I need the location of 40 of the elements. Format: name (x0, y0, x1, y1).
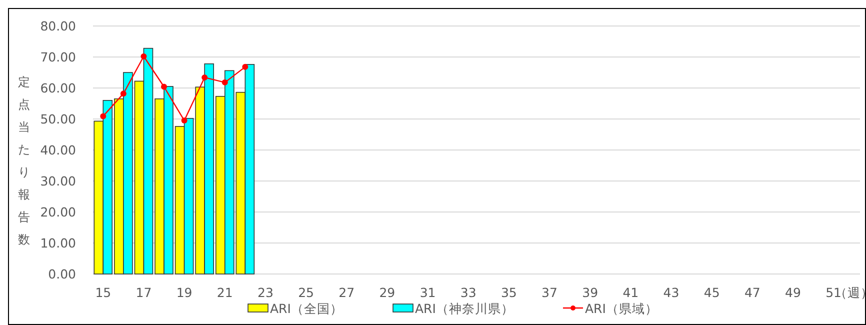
x-tick-label: 19 (176, 285, 192, 300)
x-tick-label: 25 (298, 285, 314, 300)
legend-label: ARI（神奈川県） (415, 301, 514, 316)
x-tick-label: 51 (826, 285, 842, 300)
x-tick-label: 39 (582, 285, 598, 300)
x-tick-label: 31 (420, 285, 436, 300)
x-tick-label: 27 (338, 285, 355, 300)
x-tick-label: 47 (744, 285, 760, 300)
x-tick-label: 15 (95, 285, 112, 300)
point (100, 113, 106, 120)
x-tick-label: 49 (785, 285, 801, 300)
point (120, 90, 126, 97)
x-tick-label: 29 (379, 285, 396, 300)
x-tick-label: 21 (216, 285, 233, 300)
y-tick-label: 0.00 (48, 266, 76, 282)
point (161, 84, 168, 90)
x-tick-label: 23 (258, 285, 274, 300)
legend-label: ARI（全国） (270, 301, 343, 316)
y-tick-label: 40.00 (40, 142, 76, 158)
point (202, 74, 208, 80)
y-tick-label: 50.00 (40, 111, 76, 126)
y-tick-label: 10.00 (40, 235, 76, 250)
x-tick-label: 35 (500, 285, 517, 300)
point (222, 79, 228, 86)
x-tick-label: 45 (704, 285, 720, 300)
point (242, 64, 248, 70)
point (140, 53, 147, 60)
x-tick-label: 37 (542, 285, 558, 300)
x-tick-label: 43 (663, 285, 680, 300)
y-tick-label: 70.00 (40, 49, 76, 64)
y-tick-label: 20.00 (40, 204, 76, 220)
legend-label: ARI（県域） (585, 301, 658, 316)
y-axis-title: 定点当たり報告数 (18, 75, 30, 246)
y-tick-label: 60.00 (40, 80, 76, 96)
y-tick-label: 30.00 (40, 173, 76, 188)
y-tick-label: 80.00 (40, 18, 76, 34)
x-tick-label: 17 (136, 285, 152, 300)
x-tick-label: 33 (460, 285, 476, 300)
point (181, 118, 188, 124)
x-tick-label: 41 (622, 285, 639, 300)
